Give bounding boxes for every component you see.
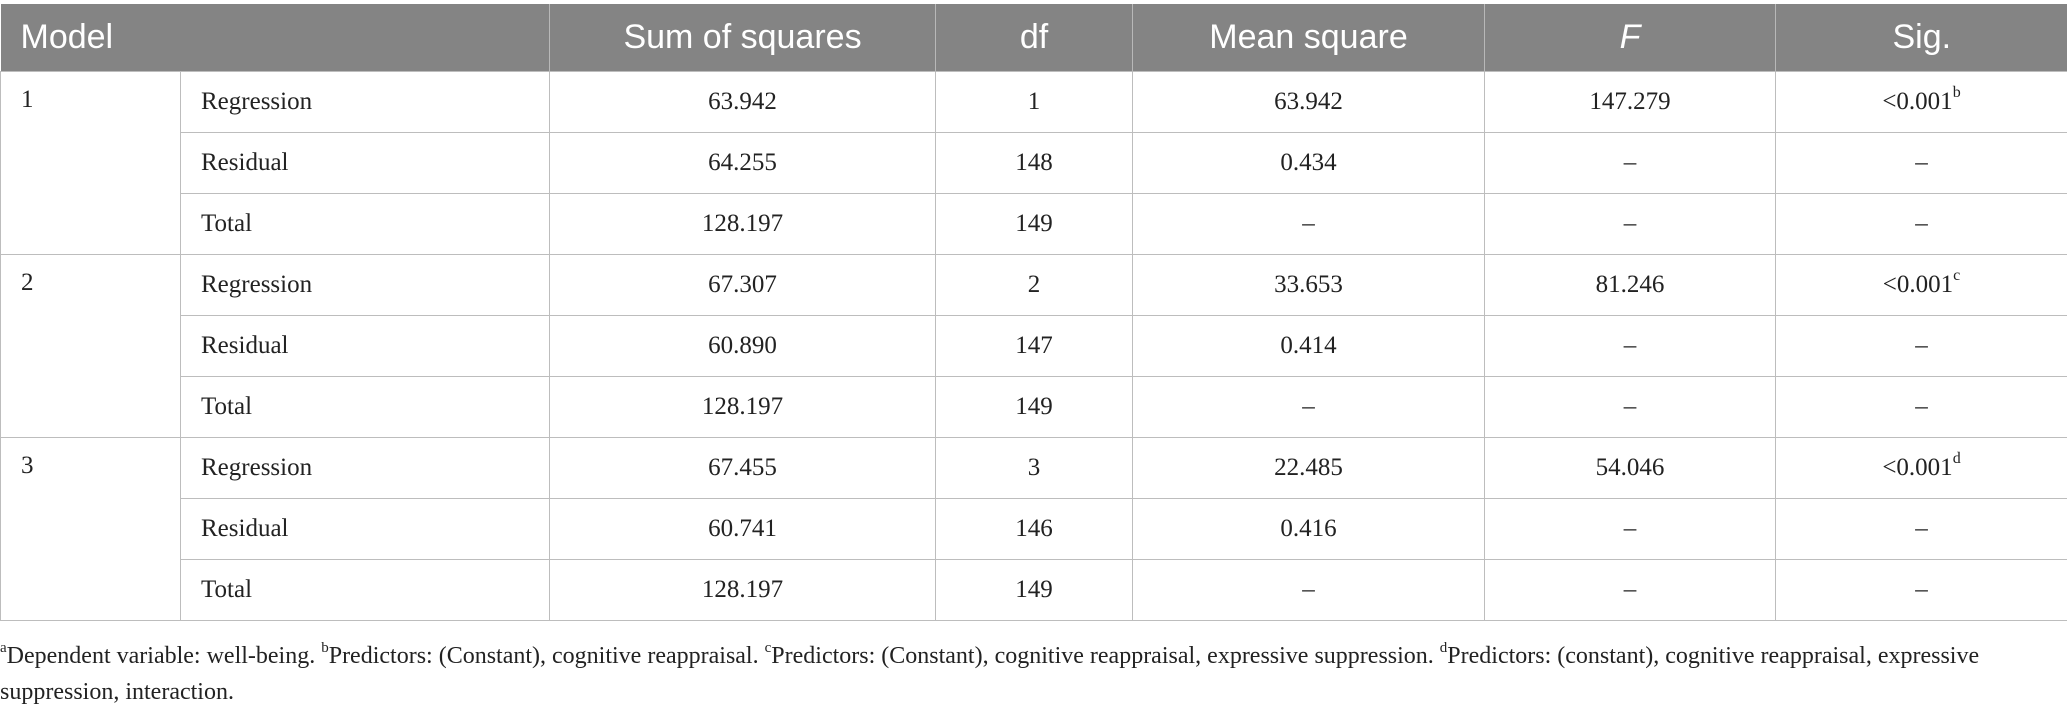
source-cell: Residual [179,132,551,194]
model-label: 3 [0,437,181,621]
df-cell: 3 [935,437,1134,499]
header-sig: Sig. [1775,4,2067,72]
sig-footnote-mark: c [1953,266,1961,284]
sig-cell: – [1775,193,2067,255]
sig-cell: <0.001d [1775,437,2067,499]
sig-cell: <0.001c [1775,254,2067,316]
ss-cell: 128.197 [549,376,937,438]
ss-cell: 60.741 [549,498,937,560]
f-cell: – [1484,315,1777,377]
table-row: Total 128.197 149 – – – [1,376,2067,438]
table-row: Total 128.197 149 – – – [1,559,2067,621]
source-cell: Residual [179,498,551,560]
model-label: 1 [0,71,181,255]
footnote-mark: d [1439,640,1448,656]
df-cell: 149 [935,559,1134,621]
source-cell: Total [179,559,551,621]
footnote-mark: b [321,640,329,656]
table-row: Total 128.197 149 – – – [1,193,2067,255]
f-cell: 81.246 [1484,254,1777,316]
ss-cell: 67.307 [549,254,937,316]
header-sum-of-squares: Sum of squares [549,4,936,72]
ss-cell: 64.255 [549,132,937,194]
df-cell: 1 [935,71,1134,133]
footnote-mark: a [0,640,7,656]
sig-cell: – [1775,376,2067,438]
sig-cell: – [1775,559,2067,621]
ms-cell: 22.485 [1132,437,1486,499]
df-cell: 148 [935,132,1134,194]
table-header-row: Model Sum of squares df Mean square F Si… [0,4,2067,72]
f-cell: 147.279 [1484,71,1777,133]
ms-cell: 63.942 [1132,71,1486,133]
source-cell: Regression [179,437,551,499]
sig-cell: – [1775,498,2067,560]
df-cell: 147 [935,315,1134,377]
sig-cell: <0.001b [1775,71,2067,133]
header-model: Model [0,4,550,72]
source-cell: Regression [179,71,551,133]
model-label: 2 [0,254,181,438]
ms-cell: – [1132,376,1486,438]
ms-cell: 0.434 [1132,132,1486,194]
ss-cell: 67.455 [549,437,937,499]
ss-cell: 128.197 [549,559,937,621]
header-df: df [935,4,1133,72]
table-row: Residual 60.890 147 0.414 – – [1,315,2067,377]
footnote-text: Predictors: (Constant), cognitive reappr… [328,643,765,669]
ms-cell: 0.414 [1132,315,1486,377]
footnote-text: Dependent variable: well-being. [6,643,322,669]
table-row: Residual 64.255 148 0.434 – – [1,132,2067,194]
ms-cell: 0.416 [1132,498,1486,560]
source-cell: Total [179,193,551,255]
table-row: Residual 60.741 146 0.416 – – [1,498,2067,560]
sig-cell: – [1775,132,2067,194]
f-cell: – [1484,193,1777,255]
df-cell: 149 [935,193,1134,255]
anova-table: Model Sum of squares df Mean square F Si… [0,4,2067,621]
footnote-text: Predictors: (constant), cognitive reappr… [0,643,1980,705]
header-f: F [1484,4,1776,72]
df-cell: 2 [935,254,1134,316]
table-row: 2 Regression 67.307 2 33.653 81.246 <0.0… [0,254,2067,438]
source-cell: Regression [179,254,551,316]
f-cell: 54.046 [1484,437,1777,499]
sig-value: <0.001 [1882,454,1953,481]
f-cell: – [1484,376,1777,438]
table-footnotes: aDependent variable: well-being. bPredic… [0,638,2060,710]
ss-cell: 63.942 [549,71,937,133]
ss-cell: 60.890 [549,315,937,377]
source-cell: Total [179,376,551,438]
table-body: 1 Regression 63.942 1 63.942 147.279 <0.… [0,71,2067,621]
sig-cell: – [1775,315,2067,377]
f-cell: – [1484,498,1777,560]
footnote-text: Predictors: (Constant), cognitive reappr… [771,643,1440,669]
sig-footnote-mark: b [1952,83,1961,101]
source-cell: Residual [179,315,551,377]
df-cell: 149 [935,376,1134,438]
ms-cell: – [1132,193,1486,255]
ss-cell: 128.197 [549,193,937,255]
table-row: 1 Regression 63.942 1 63.942 147.279 <0.… [0,71,2067,255]
anova-table-container: Model Sum of squares df Mean square F Si… [0,4,2067,621]
df-cell: 146 [935,498,1134,560]
ms-cell: – [1132,559,1486,621]
header-mean-square: Mean square [1132,4,1485,72]
footnote-mark: c [764,640,772,656]
sig-footnote-mark: d [1952,449,1961,467]
sig-value: <0.001 [1882,88,1953,115]
f-cell: – [1484,559,1777,621]
f-cell: – [1484,132,1777,194]
table-row: 3 Regression 67.455 3 22.485 54.046 <0.0… [0,437,2067,621]
ms-cell: 33.653 [1132,254,1486,316]
sig-value: <0.001 [1882,271,1954,298]
